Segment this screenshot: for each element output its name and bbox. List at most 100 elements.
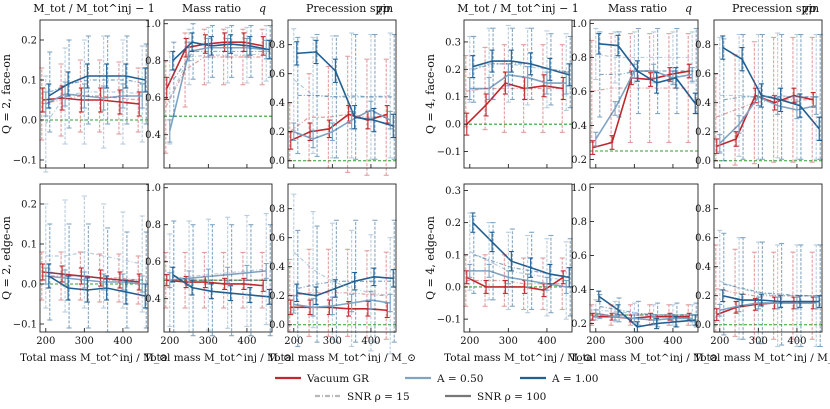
error-bar xyxy=(612,101,618,116)
y-tick-label: 0.6 xyxy=(695,233,711,244)
error-bar xyxy=(85,35,91,125)
error-bar xyxy=(797,93,803,118)
error-bar xyxy=(635,27,641,115)
y-tick-label: −0.1 xyxy=(13,320,37,331)
error-bar xyxy=(294,41,300,66)
y-tick-label: 0.1 xyxy=(21,240,37,251)
series-line xyxy=(722,46,820,130)
row-label: Q = 2, face-on xyxy=(0,54,13,134)
error-bar xyxy=(717,36,723,155)
y-tick-label: 0.4 xyxy=(571,285,587,296)
error-bar xyxy=(651,31,657,84)
y-tick-label: 0.6 xyxy=(145,257,161,268)
x-tick-label: 200 xyxy=(36,336,55,347)
series-line xyxy=(41,95,139,105)
error-bar xyxy=(390,269,396,288)
panel-frame xyxy=(39,19,149,169)
error-bar xyxy=(205,26,211,84)
series-line xyxy=(289,113,387,133)
panel-frame xyxy=(39,183,149,333)
y-tick-label: 0.8 xyxy=(571,53,587,64)
y-tick-label: 1.0 xyxy=(571,183,587,194)
y-tick-label: 0.2 xyxy=(21,200,37,211)
error-bar xyxy=(529,27,535,101)
panel-title: Precession spin xyxy=(306,2,393,15)
y-tick-label: 0.3 xyxy=(445,186,461,197)
error-bar xyxy=(816,116,822,141)
error-bar xyxy=(142,67,148,93)
panel-frame xyxy=(287,183,397,333)
error-bar xyxy=(260,36,266,56)
series-5 xyxy=(295,219,397,348)
error-bar xyxy=(240,28,246,86)
error-bar xyxy=(501,44,507,133)
series-line xyxy=(722,294,820,303)
error-bar xyxy=(758,293,764,307)
error-bar xyxy=(352,105,358,130)
x-axis-label: Total mass M_tot^inj / M_⊙ xyxy=(444,352,592,364)
panel-title: Mass ratio xyxy=(182,2,241,15)
error-bar xyxy=(364,58,370,176)
series-line xyxy=(599,305,697,316)
error-bar xyxy=(593,131,599,147)
error-bar xyxy=(139,215,145,313)
series-line xyxy=(715,287,813,297)
y-tick-label: 0.6 xyxy=(269,69,285,80)
panel-left-r1-c0: −0.1 0.0 0.1 0.2 200 300 400 Q = 2, edge-on Tota… xyxy=(0,183,168,364)
error-bar xyxy=(353,219,359,343)
series-line xyxy=(469,251,567,282)
error-bar xyxy=(182,251,188,309)
error-bar xyxy=(509,27,515,101)
error-bar xyxy=(62,199,68,313)
error-bar xyxy=(732,54,738,166)
panel-frame xyxy=(163,19,273,169)
y-tick-label: 0.1 xyxy=(445,250,461,261)
series-5 xyxy=(47,223,149,333)
error-bar xyxy=(190,23,196,80)
series-line xyxy=(599,70,697,76)
error-bar xyxy=(521,44,527,133)
error-bar xyxy=(482,254,488,307)
error-bar xyxy=(775,244,781,348)
error-bar xyxy=(164,274,170,287)
y-tick-label: 0.8 xyxy=(269,204,285,215)
panel-frame xyxy=(463,183,573,333)
error-bar xyxy=(674,302,680,328)
error-bar xyxy=(689,31,695,84)
error-bar xyxy=(349,32,355,159)
x-axis-label: Total mass M_tot^inj / M_⊙ xyxy=(144,352,292,364)
series-line xyxy=(169,268,267,281)
series-line xyxy=(465,87,563,92)
y-tick-label: 0.0 xyxy=(269,320,285,331)
series-line xyxy=(719,280,817,297)
panel-left-r1-c1: 0.4 0.6 0.8 1.0 200 300 400 Total mass M_tot^in… xyxy=(144,183,292,364)
series-line xyxy=(719,95,817,144)
series-5 xyxy=(471,215,573,317)
error-bar xyxy=(798,33,804,160)
series-line xyxy=(48,75,146,97)
y-tick-label: 0.6 xyxy=(145,93,161,104)
x-tick-label: 200 xyxy=(460,336,479,347)
error-bar xyxy=(345,55,351,173)
series-line xyxy=(465,279,563,285)
series-4 xyxy=(467,212,569,320)
error-bar xyxy=(116,61,122,135)
series-4 xyxy=(717,229,819,348)
x-tick-label: 300 xyxy=(199,336,218,347)
error-bar xyxy=(78,87,84,113)
error-bar xyxy=(139,45,145,143)
error-bar xyxy=(266,39,272,60)
y-tick-label: 0.6 xyxy=(695,69,711,80)
panel-frame xyxy=(463,19,573,169)
series-line xyxy=(723,283,821,297)
y-tick-label: 1.0 xyxy=(145,183,161,194)
error-bar xyxy=(635,300,641,326)
error-bar xyxy=(244,26,250,84)
legend-label: SNR ρ = 15 xyxy=(347,391,410,403)
error-bar xyxy=(593,299,599,321)
series-5 xyxy=(721,33,823,162)
panel-right-r0-c0: −0.1 0.0 0.1 0.2 0.3 M_tot / M_tot^inj − 1 Q =… xyxy=(424,2,579,169)
error-bar xyxy=(483,93,489,117)
